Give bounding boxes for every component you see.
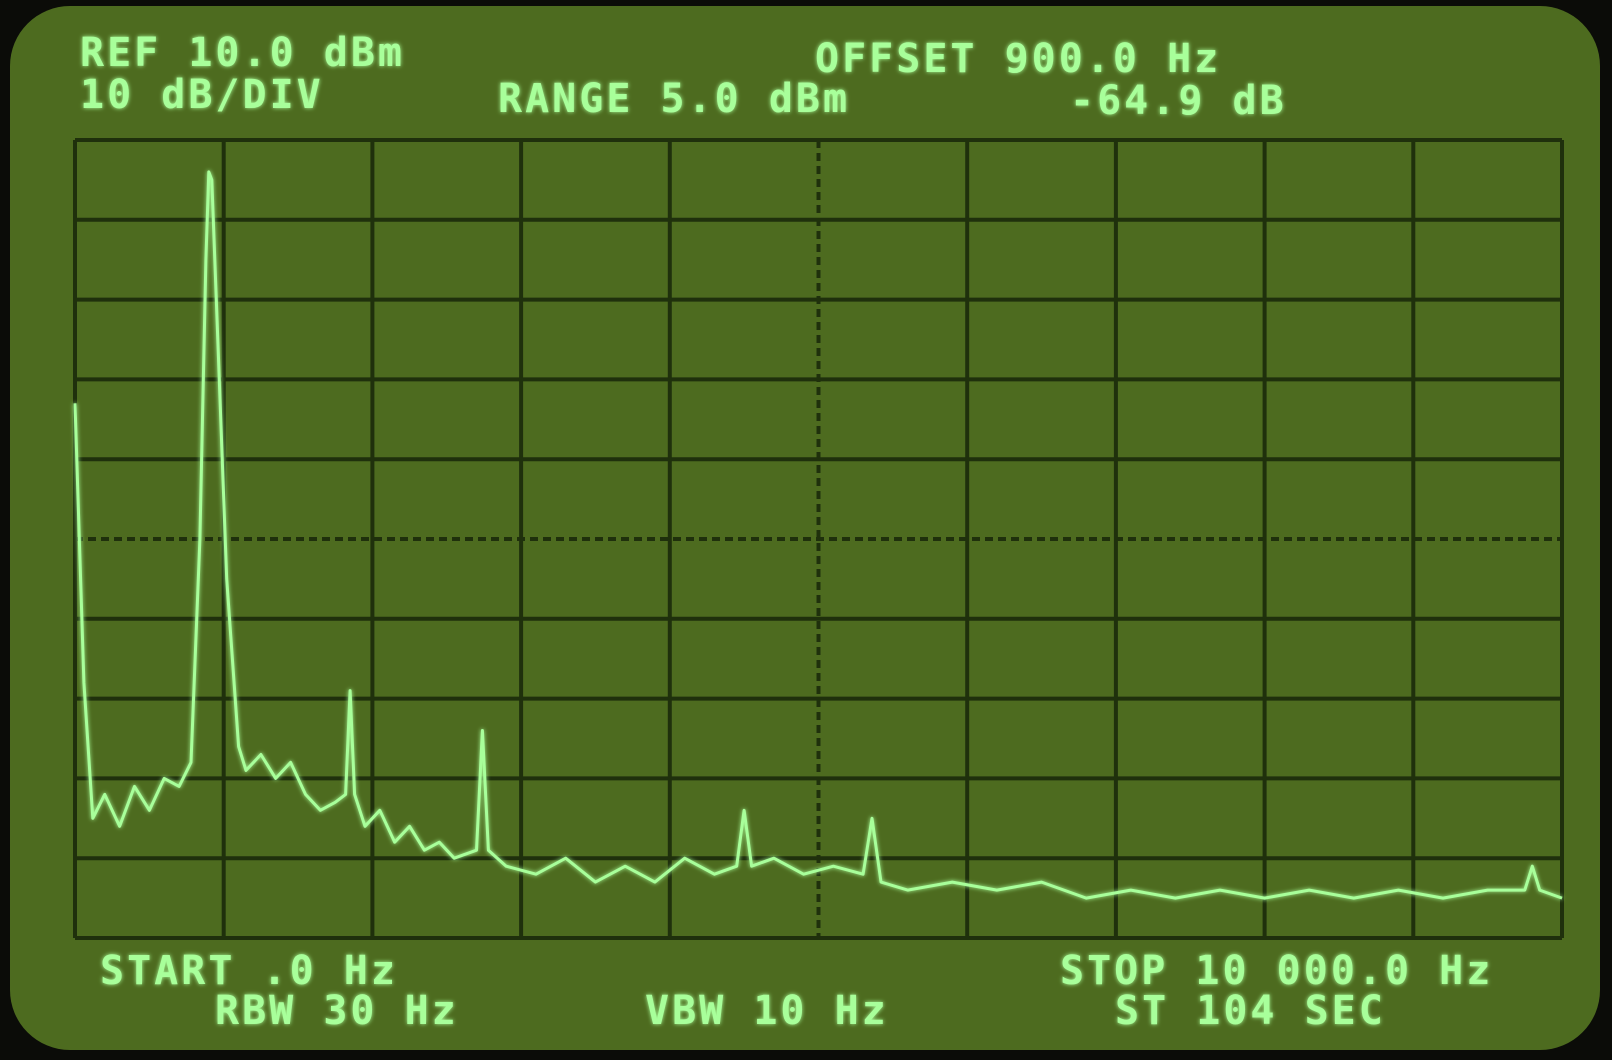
marker-offset: OFFSET 900.0 Hz [815, 36, 1221, 82]
vbw: VBW 10 Hz [645, 988, 889, 1034]
sweep-time: ST 104 SEC [1115, 988, 1386, 1034]
marker-delta: -64.9 dB [1070, 78, 1287, 124]
screen [10, 6, 1600, 1050]
range: RANGE 5.0 dBm [498, 76, 850, 122]
reference-level: REF 10.0 dBm [80, 30, 405, 76]
page: REF 10.0 dBm 10 dB/DIV RANGE 5.0 dBm OFF… [0, 0, 1612, 1060]
scale: 10 dB/DIV [80, 72, 324, 118]
rbw: RBW 30 Hz [215, 988, 459, 1034]
analyzer-screen: REF 10.0 dBm 10 dB/DIV RANGE 5.0 dBm OFF… [0, 0, 1612, 1060]
